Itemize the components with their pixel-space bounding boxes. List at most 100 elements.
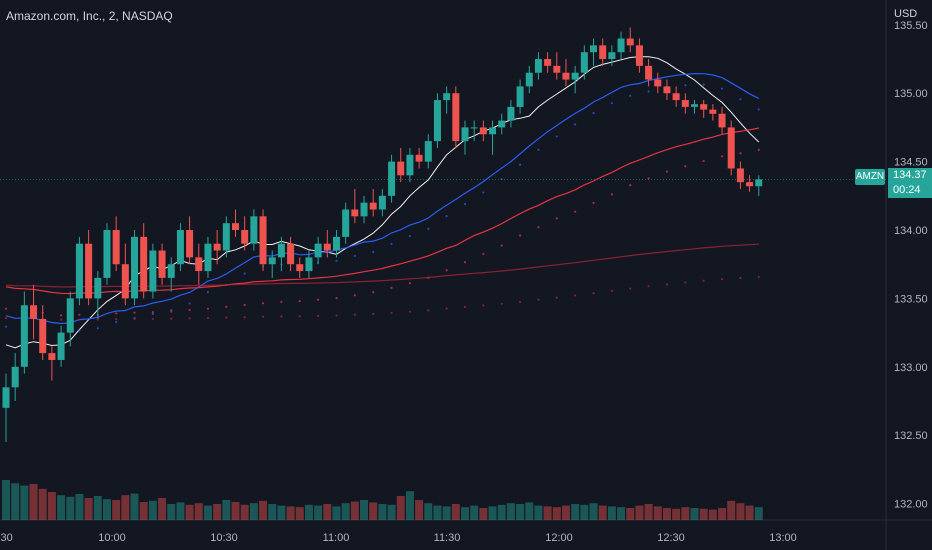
ma-dot (500, 244, 503, 247)
ma-dot (684, 84, 687, 87)
volume-bar (387, 504, 396, 520)
ma-dot (629, 94, 632, 97)
ma-dot (482, 304, 485, 307)
candle-body (57, 332, 65, 360)
candle-body (709, 109, 717, 114)
ma-dot (170, 310, 173, 313)
ma-dot (445, 307, 448, 310)
ma-dot (243, 272, 246, 275)
ma-dot (610, 289, 613, 292)
volume-bar (332, 506, 341, 520)
candle-body (397, 161, 405, 176)
volume-bar (561, 505, 570, 520)
volume-bar (240, 504, 249, 520)
volume-bar (415, 500, 424, 520)
y-tick-label: 134.50 (894, 157, 928, 169)
volume-bar (38, 488, 47, 520)
candle-body (66, 298, 74, 333)
candle-body (204, 243, 212, 272)
volume-bar (249, 503, 258, 520)
ma-dot (133, 311, 136, 314)
candle-body (332, 236, 340, 251)
volume-bar (222, 500, 231, 520)
y-tick-label: 135.50 (894, 20, 928, 32)
volume-bar (378, 504, 387, 520)
volume-bar (194, 503, 203, 520)
candle-body (259, 216, 267, 265)
volume-bar (653, 506, 662, 520)
candle-body (507, 106, 515, 121)
volume-bar (681, 507, 690, 520)
candle-body (470, 127, 478, 129)
candle-body (176, 230, 184, 265)
candle-body (727, 127, 735, 169)
ma-dot (684, 165, 687, 168)
ma-dot (574, 210, 577, 213)
candle-body (736, 168, 744, 183)
ma-dot (298, 300, 301, 303)
ma-dot (280, 300, 283, 303)
y-tick-label: 134.00 (894, 225, 928, 237)
volume-bar (424, 503, 433, 520)
volume-bar (506, 503, 515, 520)
ma-dot (96, 318, 99, 321)
bar-countdown: 00:24 (893, 184, 921, 196)
ma-dot (4, 307, 8, 310)
volume-bar (433, 505, 442, 520)
ma-dot (206, 307, 210, 310)
ma-dot (757, 275, 760, 279)
volume-bar (57, 495, 66, 520)
candle-body (195, 257, 203, 272)
volume-bar (139, 502, 148, 520)
candle-body (20, 305, 28, 367)
volume-bar (102, 499, 111, 520)
ma-dot (555, 296, 558, 299)
candle-body (433, 100, 441, 142)
volume-bar (598, 505, 607, 520)
chart-title: Amazon.com, Inc., 2, NASDAQ (6, 9, 173, 23)
symbol-badge: AMZN (855, 169, 885, 185)
candle-body (369, 202, 377, 210)
candle-body (250, 216, 258, 244)
candle-body (85, 243, 93, 299)
candle-body (112, 230, 120, 265)
ma-dot (537, 226, 540, 229)
candle-body (213, 243, 221, 251)
ma-dot (335, 259, 338, 262)
volume-bar (754, 507, 763, 520)
x-tick-label: 9:30 (0, 532, 13, 544)
ma-dot (188, 308, 191, 311)
ma-dot (518, 234, 522, 237)
volume-bar (479, 508, 488, 520)
candle-body (268, 257, 276, 265)
candle-body (314, 243, 322, 258)
x-tick-label: 11:00 (323, 532, 350, 544)
volume-bar (2, 480, 10, 520)
ma-dot (170, 317, 173, 320)
ma-dot (243, 303, 246, 307)
ma-dot (78, 329, 81, 332)
volume-bar (350, 501, 359, 520)
ma-dot (390, 311, 393, 314)
volume-bar (304, 504, 313, 520)
candle-body (222, 223, 230, 251)
x-tick-label: 10:00 (98, 532, 126, 544)
volume-bar (745, 505, 754, 520)
volume-bar (442, 506, 451, 520)
ma-dot (610, 193, 613, 196)
candle-body (672, 93, 680, 101)
volume-bar (93, 496, 102, 520)
volume-bar (203, 505, 212, 520)
ma-dot (592, 292, 595, 295)
volume-bar (516, 504, 525, 520)
candle-body (461, 127, 469, 142)
volume-bar (29, 484, 38, 520)
ma-dot (720, 87, 724, 90)
ma-dot (518, 163, 522, 166)
ma-dot (574, 294, 577, 297)
candle-body (11, 366, 19, 388)
ma-dot (170, 308, 173, 312)
volume-bar (213, 504, 222, 520)
candle-body (599, 45, 607, 60)
